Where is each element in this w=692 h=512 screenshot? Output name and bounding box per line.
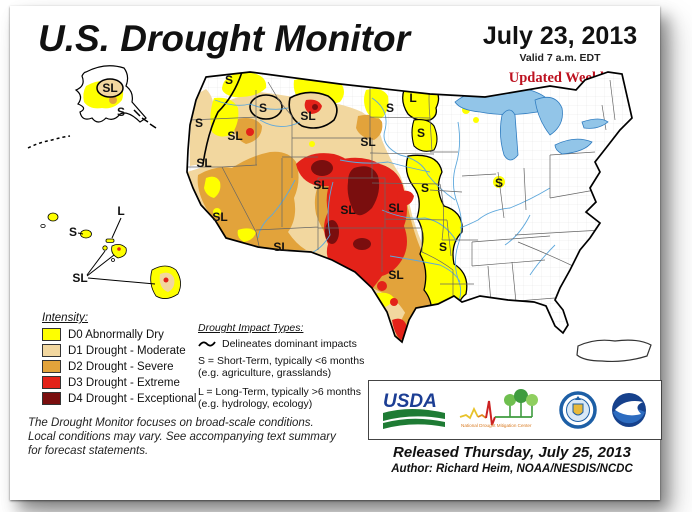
drought-map: SL S L S SL (27, 65, 652, 363)
release-block: Released Thursday, July 25, 2013 Author:… (362, 444, 662, 475)
hawaii-impact-label: L (117, 204, 124, 218)
puerto-rico-inset (576, 339, 652, 363)
footnote-line3: for forecast statements. (28, 445, 149, 457)
impact-label: S (439, 240, 447, 254)
impact-types-panel: Drought Impact Types: Delineates dominan… (198, 322, 373, 411)
state-borders (187, 79, 616, 312)
impact-label: SL (340, 203, 355, 217)
impact-label: SL (313, 178, 328, 192)
release-author: Author: Richard Heim, NOAA/NESDIS/NCDC (391, 463, 633, 475)
short-term-line1: S = Short-Term, typically <6 months (198, 354, 365, 367)
hawaii-inset: L S SL (40, 204, 181, 299)
legend-item-d2: D2 Drought - Severe (42, 360, 202, 373)
alaska-impact-label: SL (102, 81, 117, 95)
footnote: The Drought Monitor focuses on broad-sca… (28, 416, 358, 458)
legend-item-d0: D0 Abnormally Dry (42, 328, 202, 341)
rivers (214, 97, 556, 303)
footnote-line2: Local conditions may vary. See accompany… (28, 431, 336, 443)
ndmc-caption: National Drought Mitigation Center (461, 423, 532, 428)
agency-logo-box: USDA National Drought Mitigation Center (368, 380, 662, 440)
d4-swatch (42, 392, 61, 405)
d0-label: D0 Abnormally Dry (68, 328, 164, 341)
page-title: U.S. Drought Monitor (38, 18, 410, 59)
usda-logo: USDA (382, 391, 445, 429)
d2-swatch (42, 360, 61, 373)
d3-swatch (42, 376, 61, 389)
drought-monitor-page: U.S. Drought Monitor July 23, 2013 Valid… (10, 6, 662, 500)
impact-label: SL (388, 268, 403, 282)
impact-label: S (495, 176, 503, 190)
hawaii-impact-label: S (69, 225, 77, 239)
legend-item-d1: D1 Drought - Moderate (42, 344, 202, 357)
impact-types-title: Drought Impact Types: (198, 322, 304, 334)
d1-label: D1 Drought - Moderate (68, 344, 186, 357)
long-term-line2: (e.g. hydrology, ecology) (198, 398, 313, 410)
d2-label: D2 Drought - Severe (68, 360, 174, 373)
footnote-line1: The Drought Monitor focuses on broad-sca… (28, 417, 314, 429)
d4-label: D4 Drought - Exceptional (68, 392, 197, 405)
impact-label: SL (388, 201, 403, 215)
tilde-icon (198, 341, 216, 347)
hawaii-impact-label: SL (72, 271, 87, 285)
d0-swatch (42, 328, 61, 341)
impact-label: SL (227, 129, 242, 143)
valid-time: Valid 7 a.m. EDT (519, 52, 601, 64)
short-term-line2: (e.g. agriculture, grasslands) (198, 367, 332, 379)
conus-impact-labels: S S S SL SL SL SL SL SL SL SL SL L S S S… (195, 73, 503, 282)
long-term-line1: L = Long-Term, typically >6 months (198, 385, 362, 398)
conus-outline (186, 71, 633, 344)
noaa-logo (612, 393, 647, 427)
impact-label: SL (273, 240, 288, 254)
legend-item-d3: D3 Drought - Extreme (42, 376, 202, 389)
impact-label: SL (212, 210, 227, 224)
legend-item-d4: D4 Drought - Exceptional (42, 392, 202, 405)
commerce-seal (559, 391, 597, 429)
delineates-label: Delineates dominant impacts (222, 338, 357, 350)
impact-label: S (421, 181, 429, 195)
conus-map (187, 72, 632, 342)
impact-label: S (259, 101, 267, 115)
delineates-row: Delineates dominant impacts (198, 338, 373, 351)
legend-title: Intensity: (42, 312, 89, 324)
ndmc-logo: National Drought Mitigation Center (459, 389, 539, 428)
impact-label: S (417, 126, 425, 140)
impact-label: SL (300, 109, 315, 123)
usda-wordmark: USDA (383, 391, 437, 412)
impact-label: S (195, 116, 203, 130)
map-date: July 23, 2013 (482, 22, 638, 50)
impact-label: S (386, 101, 394, 115)
alaska-inset: SL S (27, 65, 157, 149)
release-date: Released Thursday, July 25, 2013 (393, 444, 631, 461)
d1-swatch (42, 344, 61, 357)
impact-label: SL (360, 135, 375, 149)
impact-label: L (409, 91, 416, 105)
d3-label: D3 Drought - Extreme (68, 376, 180, 389)
impact-label: SL (196, 156, 211, 170)
alaska-impact-label: S (117, 105, 125, 119)
intensity-legend: Intensity: D0 Abnormally Dry D1 Drought … (42, 312, 202, 408)
impact-label: S (225, 73, 233, 87)
